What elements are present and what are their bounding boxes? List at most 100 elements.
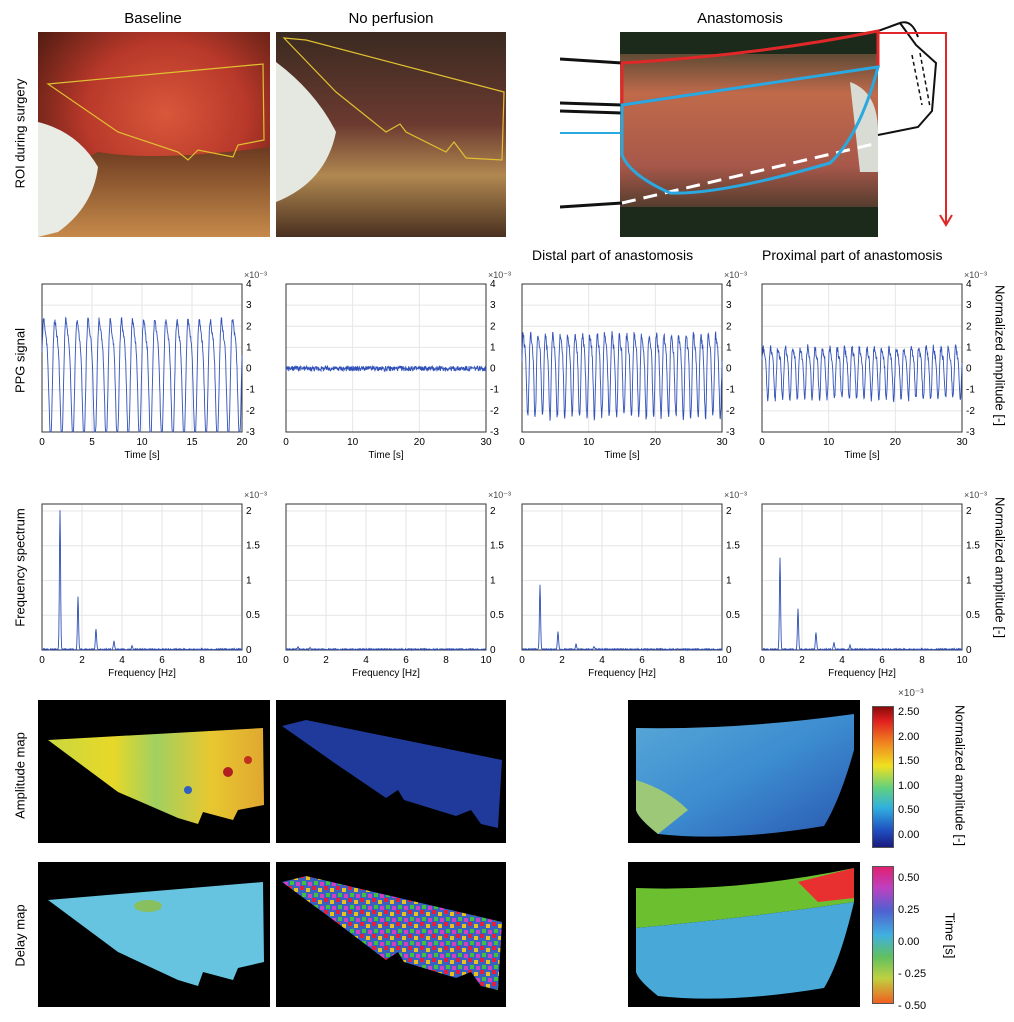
chart-fft-noperf: 0 2 4 6 8 10 2 1.5 1 0.5 0 ×10⁻³ Frequency [Hz] bbox=[283, 490, 511, 679]
x-tick-label: 8 bbox=[679, 655, 685, 666]
colorbar-amplitude-ticks: 2.50 2.00 1.50 1.00 0.50 0.00 bbox=[898, 706, 920, 841]
x-tick-label: 10 bbox=[136, 437, 148, 448]
colorbar-delay-label: Time [s] bbox=[942, 912, 958, 959]
x-tick-label: 4 bbox=[839, 655, 845, 666]
y-tick-label: 0.5 bbox=[726, 610, 740, 621]
y-tick-label: 0.5 bbox=[966, 610, 980, 621]
plot-frame bbox=[41, 503, 243, 651]
y-tick-label: 0 bbox=[246, 645, 252, 656]
chart-fft-baseline: 0 2 4 6 8 10 2 1.5 1 0.5 0 ×10⁻³ Frequency [Hz] bbox=[39, 490, 267, 679]
exponent-label: ×10⁻³ bbox=[244, 490, 267, 500]
x-tick-label: 8 bbox=[919, 655, 925, 666]
subtitle-distal: Distal part of anastomosis bbox=[532, 247, 694, 263]
y-tick-label: 0.5 bbox=[490, 610, 504, 621]
x-tick-label: 10 bbox=[347, 437, 359, 448]
x-tick-label: 10 bbox=[583, 437, 595, 448]
colorbar-amp-exponent: ×10⁻³ bbox=[898, 688, 924, 699]
y-tick-label: 1 bbox=[490, 575, 496, 586]
y-tick-label: 0 bbox=[726, 645, 732, 656]
x-tick-label: 6 bbox=[879, 655, 885, 666]
x-axis-label: Frequency [Hz] bbox=[828, 668, 896, 679]
y-tick-label: 0 bbox=[490, 364, 496, 375]
y-tick-label: -2 bbox=[966, 406, 975, 417]
x-tick-label: 2 bbox=[323, 655, 329, 666]
row-label-freq: Frequency spectrum bbox=[12, 508, 28, 627]
x-tick-label: 2 bbox=[799, 655, 805, 666]
x-tick-label: 30 bbox=[480, 437, 492, 448]
x-tick-label: 6 bbox=[159, 655, 165, 666]
plot-frame bbox=[761, 503, 963, 651]
row-label-delay: Delay map bbox=[12, 904, 28, 967]
col-title-no-perfusion: No perfusion bbox=[348, 10, 434, 27]
y-tick-label: -2 bbox=[490, 406, 499, 417]
x-tick-label: 0 bbox=[39, 437, 45, 448]
colorbar-amplitude bbox=[872, 706, 894, 848]
x-tick-label: 0 bbox=[759, 655, 765, 666]
series-line bbox=[521, 584, 723, 652]
y-tick-label: 0 bbox=[966, 645, 972, 656]
x-tick-label: 6 bbox=[403, 655, 409, 666]
x-tick-label: 5 bbox=[89, 437, 95, 448]
x-tick-label: 0 bbox=[39, 655, 45, 666]
series-line bbox=[41, 510, 243, 652]
y-tick-label: -1 bbox=[246, 385, 255, 396]
exponent-label: ×10⁻³ bbox=[488, 490, 511, 500]
row-label-ppg: PPG signal bbox=[12, 327, 28, 394]
y-tick-label: 2 bbox=[246, 321, 252, 332]
x-tick-label: 20 bbox=[650, 437, 662, 448]
y-tick-label: 3 bbox=[490, 300, 496, 311]
y-tick-label: -2 bbox=[246, 406, 255, 417]
x-axis-label: Time [s] bbox=[368, 450, 403, 461]
colorbar-delay bbox=[872, 866, 894, 1004]
plot-frame bbox=[521, 503, 723, 651]
series-line bbox=[761, 557, 963, 652]
x-tick-label: 4 bbox=[599, 655, 605, 666]
y-tick-label: 0 bbox=[246, 364, 252, 375]
row-label-roi: ROI during surgery bbox=[12, 78, 28, 189]
series-line bbox=[285, 645, 487, 652]
x-tick-label: 0 bbox=[283, 437, 289, 448]
x-axis-label: Frequency [Hz] bbox=[352, 668, 420, 679]
y-tick-label: 3 bbox=[966, 300, 972, 311]
amplitude-map-no-perfusion bbox=[276, 700, 506, 843]
y-tick-label: 1 bbox=[966, 342, 972, 353]
right-label-ppg: Normalized amplitude [-] bbox=[992, 285, 1008, 426]
series-line bbox=[521, 331, 723, 421]
x-tick-label: 8 bbox=[443, 655, 449, 666]
anastomosis-overlay bbox=[560, 21, 953, 227]
y-tick-label: -3 bbox=[246, 427, 255, 438]
y-tick-label: 1 bbox=[246, 342, 252, 353]
y-tick-label: 1 bbox=[246, 575, 252, 586]
x-axis-label: Time [s] bbox=[844, 450, 879, 461]
x-tick-label: 10 bbox=[480, 655, 492, 666]
y-tick-label: 1.5 bbox=[246, 541, 260, 552]
x-tick-label: 10 bbox=[236, 655, 248, 666]
y-tick-label: 1 bbox=[966, 575, 972, 586]
x-tick-label: 6 bbox=[639, 655, 645, 666]
col-title-anastomosis: Anastomosis bbox=[697, 10, 783, 27]
x-tick-label: 30 bbox=[956, 437, 968, 448]
x-tick-label: 2 bbox=[559, 655, 565, 666]
y-tick-label: 0 bbox=[966, 364, 972, 375]
y-tick-label: 1 bbox=[726, 575, 732, 586]
x-axis-label: Frequency [Hz] bbox=[108, 668, 176, 679]
subtitle-proximal: Proximal part of anastomosis bbox=[762, 247, 943, 263]
exponent-label: ×10⁻³ bbox=[964, 270, 987, 280]
y-tick-label: 1.5 bbox=[966, 541, 980, 552]
x-tick-label: 10 bbox=[823, 437, 835, 448]
amplitude-map-baseline bbox=[38, 700, 270, 843]
y-tick-label: 2 bbox=[490, 321, 496, 332]
x-tick-label: 2 bbox=[79, 655, 85, 666]
colorbar-delay-ticks: 0.50 0.25 0.00 - 0.25 - 0.50 bbox=[898, 872, 927, 1012]
x-tick-label: 30 bbox=[716, 437, 728, 448]
y-tick-label: 1.5 bbox=[726, 541, 740, 552]
y-tick-label: -1 bbox=[966, 385, 975, 396]
chart-fft-proximal: 0 2 4 6 8 10 2 1.5 1 0.5 0 ×10⁻³ Frequency [Hz] bbox=[759, 490, 987, 679]
y-tick-label: 1 bbox=[490, 342, 496, 353]
colorbar-amp-label: Normalized amplitude [-] bbox=[952, 705, 968, 846]
y-tick-label: 3 bbox=[726, 300, 732, 311]
x-axis-label: Frequency [Hz] bbox=[588, 668, 656, 679]
